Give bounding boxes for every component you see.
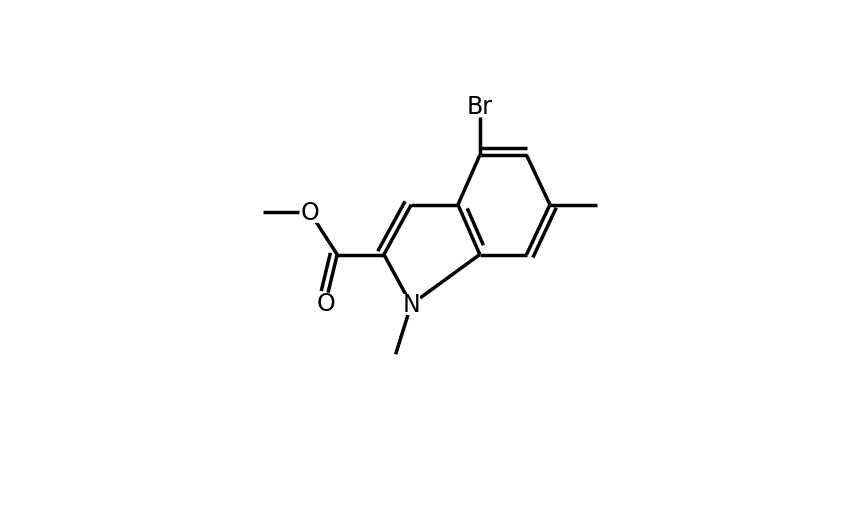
Bar bbox=[301, 203, 319, 223]
Text: Br: Br bbox=[466, 94, 493, 119]
Text: N: N bbox=[402, 293, 420, 317]
Text: O: O bbox=[300, 201, 320, 225]
Bar bbox=[317, 293, 334, 314]
Text: O: O bbox=[316, 292, 335, 316]
Bar bbox=[403, 295, 420, 315]
Bar bbox=[468, 96, 492, 117]
